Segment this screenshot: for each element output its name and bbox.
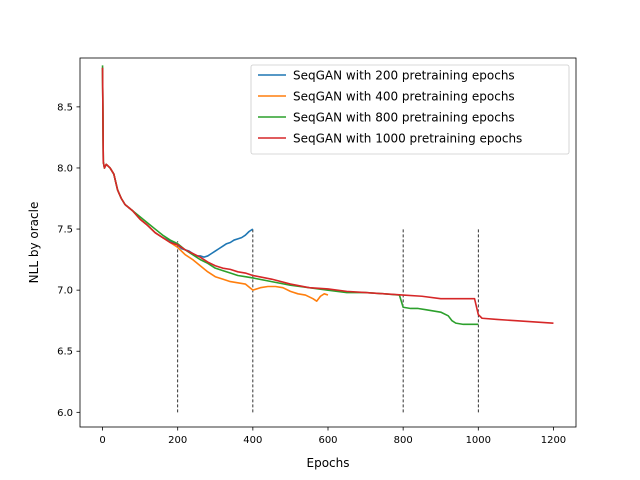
x-tick-label: 400 <box>243 435 262 446</box>
y-tick-label: 6.5 <box>57 347 73 358</box>
series-line-3 <box>101 67 554 324</box>
x-tick-label: 1200 <box>541 435 566 446</box>
legend-entry-label: SeqGAN with 1000 pretraining epochs <box>293 132 522 146</box>
x-tick-label: 800 <box>394 435 413 446</box>
x-axis-label: Epochs <box>307 456 350 470</box>
x-axis: 0 200 400 600 800 1000 1200 <box>99 427 566 446</box>
legend: SeqGAN with 200 pretraining epochs SeqGAN… <box>250 64 570 155</box>
x-tick-label: 0 <box>99 435 105 446</box>
y-tick-label: 7.5 <box>57 225 73 236</box>
series-lines <box>101 65 554 326</box>
x-tick-label: 1000 <box>466 435 491 446</box>
legend-entry-label: SeqGAN with 400 pretraining epochs <box>293 90 515 104</box>
y-tick-label: 8.0 <box>57 163 73 174</box>
x-tick-label: 200 <box>168 435 187 446</box>
y-tick-label: 8.5 <box>57 102 73 113</box>
epoch-markers <box>177 229 479 413</box>
y-tick-label: 6.0 <box>57 408 73 419</box>
x-tick-label: 600 <box>318 435 337 446</box>
legend-entry-label: SeqGAN with 800 pretraining epochs <box>293 111 515 125</box>
legend-box <box>250 64 570 155</box>
legend-entry-label: SeqGAN with 200 pretraining epochs <box>293 69 515 83</box>
y-axis: 6.0 6.5 7.0 7.5 8.0 8.5 <box>57 102 80 419</box>
y-axis-label: NLL by oracle <box>27 202 41 284</box>
y-tick-label: 7.0 <box>57 286 73 297</box>
